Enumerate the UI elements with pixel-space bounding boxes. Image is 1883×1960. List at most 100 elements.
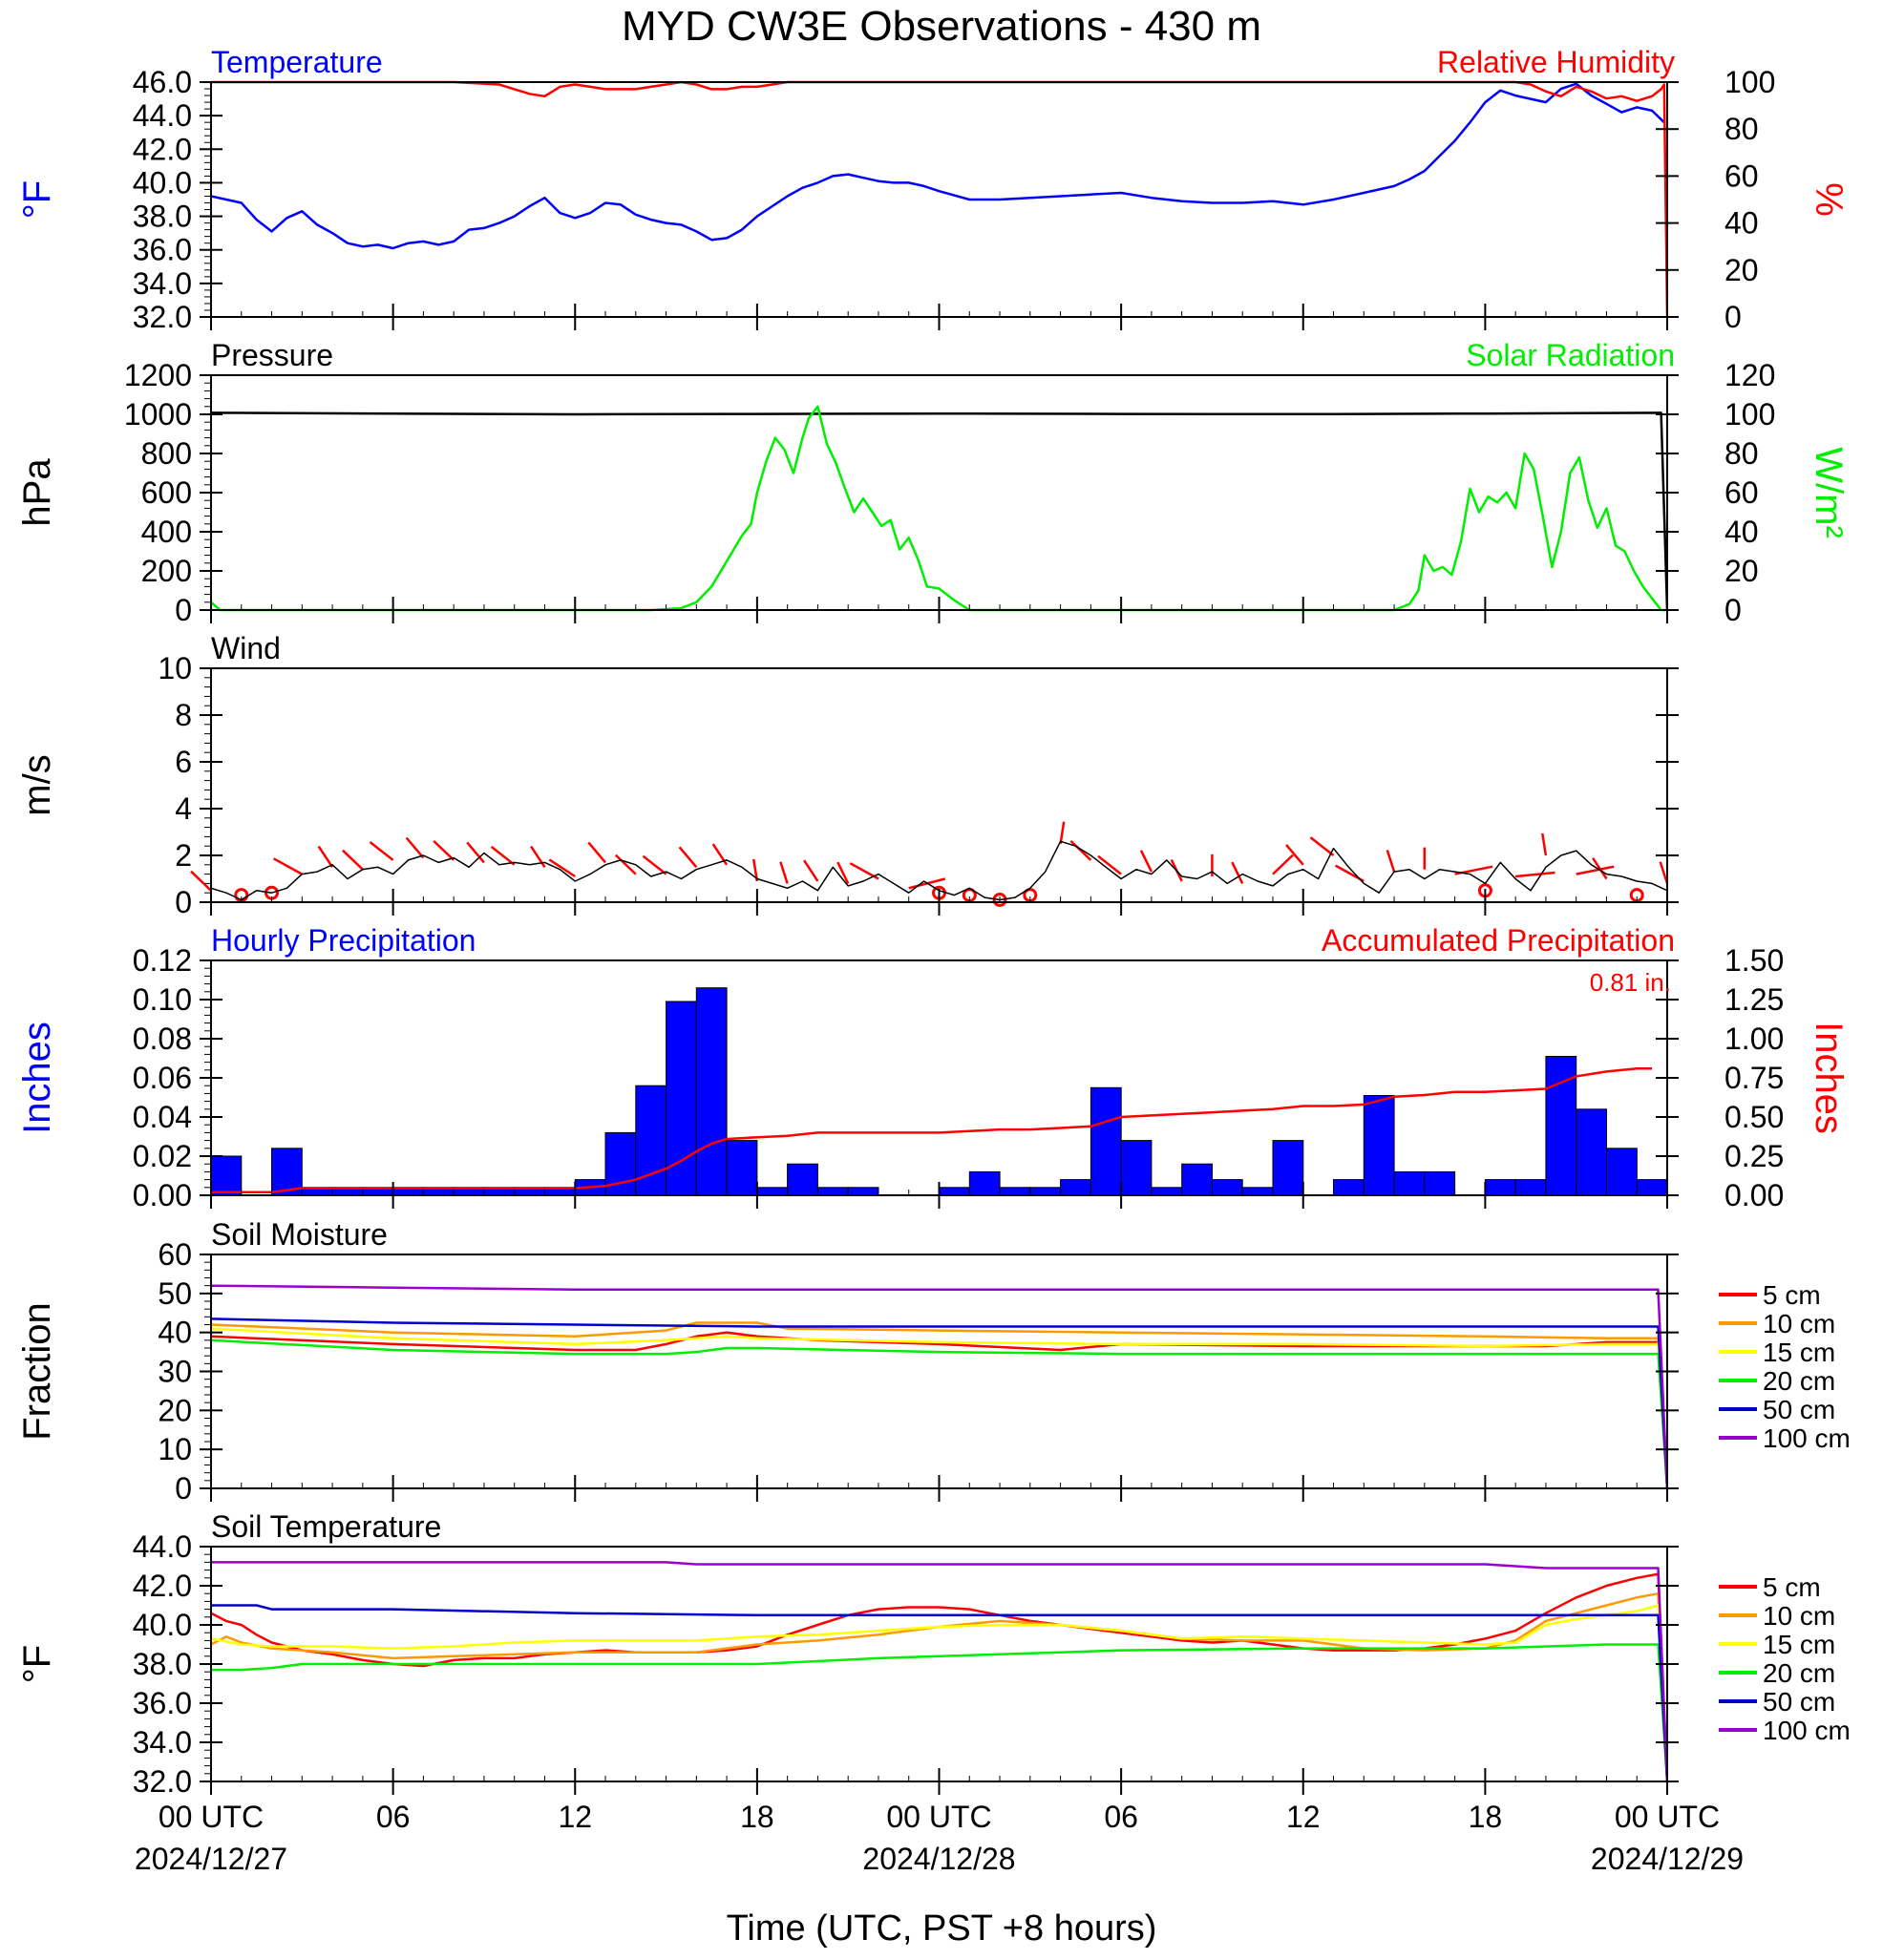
wind-barb (1592, 857, 1608, 880)
right-axis (1656, 667, 1679, 903)
precip-bar (1333, 1179, 1365, 1196)
y-axis-label-right: % (1808, 182, 1850, 217)
panel-title-left: Pressure (211, 338, 333, 372)
wind-barb (1231, 861, 1244, 884)
precip-bar (1514, 1179, 1547, 1196)
right-axis: 0 20 40 60 80 100 120 (1656, 358, 1775, 627)
y2-tick-label: 20 (1724, 253, 1759, 287)
precip-bar (1211, 1179, 1243, 1196)
y-axis-label-right: Inches (1808, 1022, 1850, 1134)
wind-barb (1541, 832, 1548, 856)
y-tick-label: 0.10 (133, 982, 192, 1017)
line-series (211, 1561, 1667, 1782)
wind-barb (1576, 865, 1615, 875)
left-axis: 0.00 0.02 0.04 0.06 0.08 0.10 0.12 (133, 943, 222, 1212)
series-50-cm (211, 1604, 1667, 1782)
y2-tick-label: 1.25 (1724, 982, 1784, 1017)
legend-label: 10 cm (1763, 1309, 1835, 1338)
y-tick-label: 34.0 (133, 1725, 192, 1760)
precip-bar (1363, 1095, 1395, 1196)
wind-barb (678, 846, 698, 869)
panel-title-left: Hourly Precipitation (211, 923, 476, 958)
precip-bar (1424, 1170, 1456, 1196)
series-solar-radiation (211, 405, 1667, 612)
wind-barb (342, 849, 364, 871)
panel-frame (210, 667, 1668, 903)
series-temperature (211, 82, 1665, 250)
y-tick-label: 40 (158, 1316, 192, 1350)
y-tick-label: 36.0 (133, 1686, 192, 1720)
left-axis: 32.034.036.038.040.042.044.046.0 (133, 65, 222, 334)
wind-barb (836, 861, 850, 884)
y2-tick-label: 40 (1724, 515, 1759, 549)
time-tick-label: 00 UTC (159, 1800, 264, 1834)
time-ticks (210, 304, 1668, 330)
precip-bar (1029, 1187, 1062, 1196)
wind-barb (1659, 861, 1669, 884)
y-tick-label: 2 (175, 838, 192, 873)
y2-tick-label: 0.25 (1724, 1139, 1784, 1173)
right-axis (1656, 1546, 1679, 1782)
series-50-cm (211, 1317, 1667, 1489)
panel-titles: Soil Moisture (211, 1217, 388, 1252)
precip-bar (1393, 1170, 1426, 1196)
right-axis (1656, 1254, 1679, 1489)
time-tick-label: 06 (1104, 1800, 1138, 1834)
y-tick-label: 0.12 (133, 943, 192, 978)
y-axis-label-left: °F (16, 180, 58, 219)
y2-tick-label: 80 (1724, 112, 1759, 146)
y-tick-label: 30 (158, 1355, 192, 1389)
time-tick-label: 00 UTC (886, 1800, 991, 1834)
panel-title-right: Solar Radiation (1466, 338, 1675, 372)
series-100-cm (211, 1561, 1667, 1782)
precip-bar (1181, 1163, 1213, 1196)
line-series (211, 1066, 1653, 1193)
series-100-cm (211, 1284, 1667, 1489)
time-tick-date: 2024/12/28 (862, 1842, 1015, 1876)
y-tick-label: 44.0 (133, 1529, 192, 1564)
y-tick-label: 0 (175, 1471, 192, 1506)
y-tick-label: 40.0 (133, 165, 192, 200)
time-tick-label: 12 (1286, 1800, 1321, 1834)
wind-barb (614, 854, 637, 875)
y-tick-label: 32.0 (133, 300, 192, 334)
wind-barb (466, 841, 485, 864)
wind-barb (1097, 854, 1122, 875)
panel-titles: Wind (211, 631, 281, 665)
panel-pres-solar: 0 200 400 600 800 1000 1200 0 20 40 60 80 100 120 Pres… (16, 338, 1850, 627)
series-10-cm (211, 1591, 1667, 1782)
panel-title-left: Soil Temperature (211, 1509, 441, 1544)
precip-bar (271, 1148, 303, 1196)
wind-barb (272, 857, 303, 875)
precip-bar (1272, 1140, 1304, 1196)
time-ticks (210, 1768, 1668, 1795)
wind-barb (587, 841, 606, 864)
right-axis: 0 20 40 60 80 100 (1656, 65, 1775, 334)
wind-barb (642, 854, 667, 875)
y-tick-label: 40.0 (133, 1608, 192, 1642)
series-15-cm (211, 1604, 1667, 1782)
y-axis-label-left: Inches (16, 1022, 58, 1134)
legend-label: 10 cm (1763, 1601, 1835, 1631)
legend-label: 50 cm (1763, 1687, 1835, 1717)
y2-tick-label: 100 (1724, 65, 1775, 99)
y2-tick-label: 100 (1724, 397, 1775, 432)
panel-soil-temp: 32.0 34.0 36.0 38.0 40.0 42.0 44.0 Soil Tempera… (16, 1509, 1851, 1799)
y2-tick-label: 60 (1724, 158, 1759, 193)
series-5-cm (211, 1331, 1667, 1489)
precip-bar (1606, 1148, 1638, 1196)
precip-bar (847, 1187, 879, 1196)
time-ticks (210, 889, 1668, 916)
panel-titles: Hourly Precipitation Accumulated Precipit… (211, 923, 1675, 997)
wind-barb (1386, 850, 1396, 873)
wind-barb (779, 861, 789, 884)
y-axis-label-left: m/s (16, 754, 58, 815)
y-tick-label: 0.00 (133, 1178, 192, 1212)
y-tick-label: 34.0 (133, 266, 192, 301)
wind-barb (190, 870, 212, 892)
time-tick-label: 18 (740, 1800, 774, 1834)
y-tick-label: 600 (141, 475, 192, 510)
y-tick-label: 36.0 (133, 233, 192, 267)
